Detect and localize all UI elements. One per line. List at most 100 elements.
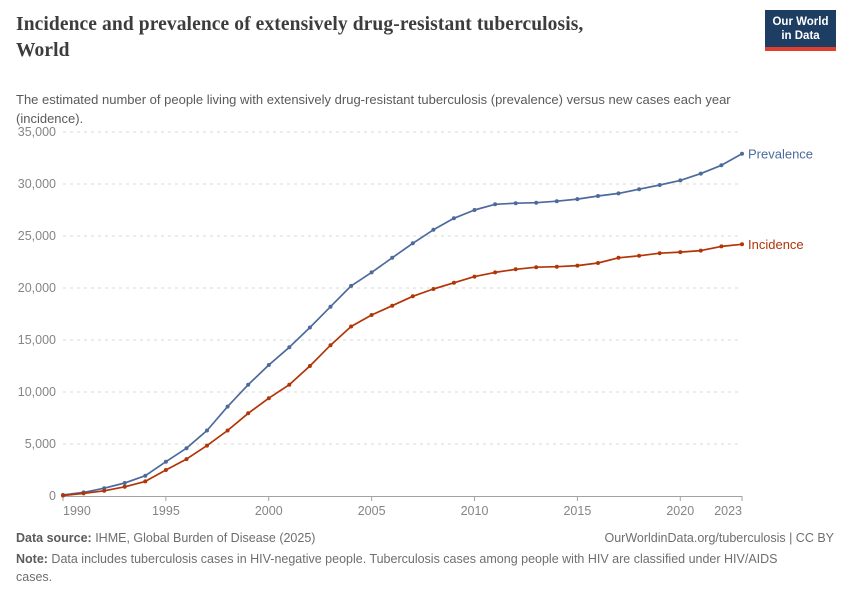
note-value: Data includes tuberculosis cases in HIV-… <box>16 552 778 584</box>
data-point-incidence[interactable] <box>102 488 107 493</box>
chart-note: Note: Data includes tuberculosis cases i… <box>16 550 834 586</box>
data-point-incidence[interactable] <box>122 484 127 489</box>
data-point-incidence[interactable] <box>205 443 209 448</box>
data-point-incidence[interactable] <box>493 270 498 275</box>
x-axis-tick-label: 2005 <box>358 504 386 518</box>
data-point-incidence[interactable] <box>61 493 65 498</box>
data-point-prevalence[interactable] <box>410 241 415 246</box>
x-axis-tick-label: 2023 <box>714 504 742 518</box>
data-point-prevalence[interactable] <box>554 199 559 204</box>
data-point-prevalence[interactable] <box>349 283 354 288</box>
data-point-prevalence[interactable] <box>513 201 518 206</box>
data-point-prevalence[interactable] <box>143 473 148 478</box>
data-point-incidence[interactable] <box>266 396 271 401</box>
data-point-prevalence[interactable] <box>266 363 271 367</box>
series-line-prevalence[interactable] <box>62 153 743 496</box>
y-axis-tick-label: 0 <box>49 489 56 503</box>
data-point-incidence[interactable] <box>596 261 600 265</box>
data-point-prevalence[interactable] <box>534 200 539 205</box>
data-source-value: IHME, Global Burden of Disease (2025) <box>91 531 316 545</box>
owid-logo-line1: Our World <box>772 16 829 28</box>
data-point-prevalence[interactable] <box>472 208 477 212</box>
data-point-prevalence[interactable] <box>493 202 498 207</box>
data-point-incidence[interactable] <box>328 343 333 348</box>
data-point-prevalence[interactable] <box>225 404 230 409</box>
data-point-incidence[interactable] <box>390 303 395 308</box>
data-point-prevalence[interactable] <box>307 325 312 330</box>
data-point-prevalence[interactable] <box>637 187 642 192</box>
data-point-prevalence[interactable] <box>369 270 374 275</box>
data-point-prevalence[interactable] <box>719 163 724 168</box>
data-point-incidence[interactable] <box>657 251 662 256</box>
data-point-incidence[interactable] <box>472 274 477 279</box>
data-point-incidence[interactable] <box>163 468 168 472</box>
owid-logo-red-bar <box>765 47 836 51</box>
chart-footer: Data source: IHME, Global Burden of Dise… <box>16 531 834 586</box>
data-point-prevalence[interactable] <box>657 183 662 187</box>
data-point-incidence[interactable] <box>451 280 456 285</box>
data-point-prevalence[interactable] <box>596 194 600 198</box>
data-point-incidence[interactable] <box>554 264 559 269</box>
y-axis-tick-label: 10,000 <box>18 385 56 399</box>
owid-logo: Our World in Data <box>765 10 836 51</box>
series-label-prevalence: Prevalence <box>748 146 813 161</box>
data-point-prevalence[interactable] <box>698 171 703 176</box>
data-point-incidence[interactable] <box>678 250 683 255</box>
data-point-prevalence[interactable] <box>575 197 580 202</box>
chart-area[interactable]: 0 5,000 10,000 15,000 20,000 25,000 30,000 35,0… <box>0 120 850 520</box>
x-axis-tick-label: 2020 <box>666 504 694 518</box>
data-point-incidence[interactable] <box>431 287 436 291</box>
data-point-prevalence[interactable] <box>431 227 436 232</box>
data-point-incidence[interactable] <box>225 428 230 433</box>
data-point-prevalence[interactable] <box>328 304 333 309</box>
data-point-incidence[interactable] <box>616 255 621 260</box>
chart-subtitle: The estimated number of people living wi… <box>16 92 731 126</box>
data-point-incidence[interactable] <box>698 248 703 253</box>
data-point-incidence[interactable] <box>513 267 518 272</box>
note-label: Note: <box>16 552 48 566</box>
data-point-prevalence[interactable] <box>740 151 744 156</box>
owid-citation-link[interactable]: OurWorldinData.org/tuberculosis | CC BY <box>604 531 835 545</box>
data-point-incidence[interactable] <box>81 491 86 496</box>
series-line-incidence[interactable] <box>62 243 743 497</box>
data-point-incidence[interactable] <box>534 265 539 270</box>
y-axis-tick-label: 30,000 <box>18 177 56 191</box>
x-axis-tick-label: 1990 <box>63 504 91 518</box>
data-point-incidence[interactable] <box>637 253 642 258</box>
y-axis-tick-label: 15,000 <box>18 333 56 347</box>
data-point-prevalence[interactable] <box>287 345 292 350</box>
data-point-prevalence[interactable] <box>678 178 683 183</box>
data-source-label: Data source: <box>16 531 92 545</box>
data-source: Data source: IHME, Global Burden of Dise… <box>16 531 315 545</box>
x-axis-tick-label: 2015 <box>563 504 591 518</box>
data-point-prevalence[interactable] <box>122 481 127 485</box>
data-point-prevalence[interactable] <box>246 382 251 387</box>
data-point-incidence[interactable] <box>287 382 292 387</box>
y-axis-tick-label: 25,000 <box>18 229 56 243</box>
line-chart[interactable]: 0 5,000 10,000 15,000 20,000 25,000 30,000 35,0… <box>0 120 850 520</box>
x-axis-tick-label: 2010 <box>461 504 489 518</box>
data-point-prevalence[interactable] <box>163 459 168 464</box>
x-axis-tick-label: 1995 <box>152 504 180 518</box>
data-point-incidence[interactable] <box>246 411 251 416</box>
y-axis-tick-label: 20,000 <box>18 281 56 295</box>
data-point-prevalence[interactable] <box>451 216 456 221</box>
data-point-incidence[interactable] <box>719 244 724 249</box>
data-point-incidence[interactable] <box>740 242 744 247</box>
data-point-incidence[interactable] <box>184 457 189 462</box>
series-label-incidence: Incidence <box>748 237 804 252</box>
x-axis-tick-label: 2000 <box>255 504 283 518</box>
data-point-prevalence[interactable] <box>616 191 621 196</box>
data-point-incidence[interactable] <box>307 364 312 368</box>
data-point-prevalence[interactable] <box>390 255 395 260</box>
y-axis-tick-label: 35,000 <box>18 125 56 139</box>
data-point-incidence[interactable] <box>349 324 354 329</box>
data-point-prevalence[interactable] <box>205 428 209 433</box>
page-title: Incidence and prevalence of extensively … <box>16 14 584 61</box>
data-point-prevalence[interactable] <box>184 446 189 451</box>
data-point-incidence[interactable] <box>143 479 148 484</box>
data-point-incidence[interactable] <box>369 313 374 317</box>
data-point-incidence[interactable] <box>410 294 415 299</box>
data-point-incidence[interactable] <box>575 263 580 268</box>
